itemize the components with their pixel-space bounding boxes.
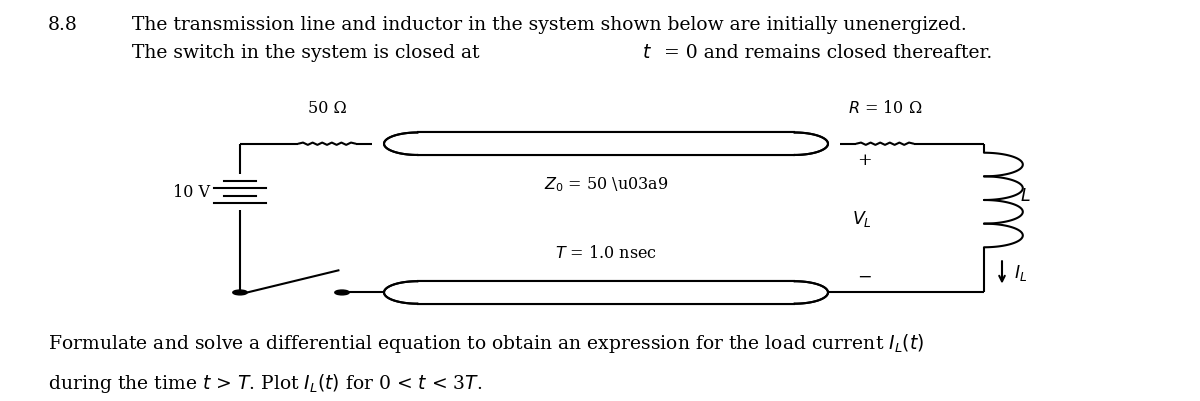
Text: 8.8: 8.8 bbox=[48, 16, 78, 34]
Text: 50 Ω: 50 Ω bbox=[307, 100, 347, 117]
Circle shape bbox=[335, 290, 349, 295]
Text: The switch in the system is closed at: The switch in the system is closed at bbox=[132, 44, 486, 62]
Text: Formulate and solve a differential equation to obtain an expression for the load: Formulate and solve a differential equat… bbox=[48, 331, 924, 354]
Circle shape bbox=[233, 290, 247, 295]
Text: $I_L$: $I_L$ bbox=[1014, 263, 1027, 283]
Polygon shape bbox=[418, 282, 794, 304]
Text: $R$ = 10 Ω: $R$ = 10 Ω bbox=[848, 100, 922, 117]
Text: +: + bbox=[857, 152, 871, 169]
Text: during the time $t$ > $T$. Plot $I_L(t)$ for 0 < $t$ < 3$T$.: during the time $t$ > $T$. Plot $I_L(t)$… bbox=[48, 371, 482, 394]
Text: $V_L$: $V_L$ bbox=[852, 209, 871, 229]
Text: −: − bbox=[857, 268, 871, 285]
Text: 10 V: 10 V bbox=[173, 184, 210, 201]
Text: $T$ = 1.0 nsec: $T$ = 1.0 nsec bbox=[554, 244, 658, 261]
Text: $Z_0$ = 50 \u03a9: $Z_0$ = 50 \u03a9 bbox=[544, 175, 668, 194]
Polygon shape bbox=[418, 133, 794, 156]
Text: $L$: $L$ bbox=[1020, 188, 1031, 205]
Text: The transmission line and inductor in the system shown below are initially unene: The transmission line and inductor in th… bbox=[132, 16, 967, 34]
Text: $t$: $t$ bbox=[642, 44, 652, 62]
Text: = 0 and remains closed thereafter.: = 0 and remains closed thereafter. bbox=[658, 44, 992, 62]
